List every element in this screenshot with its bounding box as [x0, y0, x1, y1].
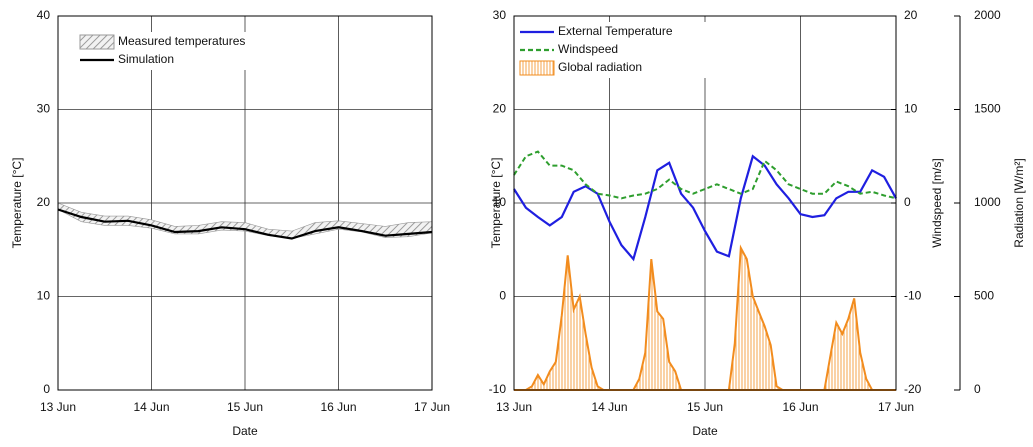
legend-label: External Temperature: [558, 24, 673, 38]
x-tick-label: 14 Jun: [133, 400, 169, 414]
y-tick-label: 10: [37, 289, 51, 303]
y-tick-label: 20: [493, 102, 507, 116]
y2-tick-label: 0: [904, 195, 911, 209]
y-tick-label: 20: [37, 195, 51, 209]
x-axis-title: Date: [692, 424, 718, 438]
line: [57, 208, 433, 240]
plot-frame: [513, 15, 897, 391]
x-tick-label: 14 Jun: [591, 400, 627, 414]
y3-tick-label: 1500: [974, 102, 1001, 116]
y2-tick-label: 10: [904, 102, 918, 116]
y-tick-label: 40: [37, 8, 51, 22]
y2-tick-label: 20: [904, 8, 918, 22]
legend-swatch: [79, 34, 115, 50]
y-axis-title: Temperature [°C]: [10, 158, 24, 249]
x-tick-label: 15 Jun: [227, 400, 263, 414]
y3-axis-title: Radiation [W/m²]: [1012, 158, 1026, 247]
y3-tick-label: 1000: [974, 195, 1001, 209]
y-tick-label: 30: [37, 102, 51, 116]
legend-label: Simulation: [118, 52, 174, 66]
legend-label: Global radiation: [558, 60, 642, 74]
y3-tick-label: 500: [974, 289, 994, 303]
x-tick-label: 15 Jun: [687, 400, 723, 414]
y3-tick-label: 0: [974, 382, 981, 396]
line: [513, 154, 897, 262]
y-tick-label: 30: [493, 8, 507, 22]
y3-tick-label: 2000: [974, 8, 1001, 22]
y2-tick-label: -20: [904, 382, 922, 396]
y-tick-label: -10: [489, 382, 507, 396]
line: [513, 150, 897, 200]
x-tick-label: 16 Jun: [782, 400, 818, 414]
y-tick-label: 0: [43, 382, 50, 396]
legend-swatch: [519, 60, 555, 76]
x-tick-label: 17 Jun: [878, 400, 914, 414]
x-tick-label: 13 Jun: [40, 400, 76, 414]
legend-label: Measured temperatures: [118, 34, 245, 48]
y-tick-label: 0: [499, 289, 506, 303]
y-axis-title: Temperature [°C]: [489, 158, 503, 249]
x-tick-label: 13 Jun: [496, 400, 532, 414]
plot-frame: [57, 15, 433, 391]
y2-tick-label: -10: [904, 289, 922, 303]
legend-label: Windspeed: [558, 42, 618, 56]
x-tick-label: 16 Jun: [320, 400, 356, 414]
x-axis-title: Date: [232, 424, 258, 438]
x-tick-label: 17 Jun: [414, 400, 450, 414]
y-tick-label: 10: [493, 195, 507, 209]
y2-axis-title: Windspeed [m/s]: [930, 158, 944, 247]
